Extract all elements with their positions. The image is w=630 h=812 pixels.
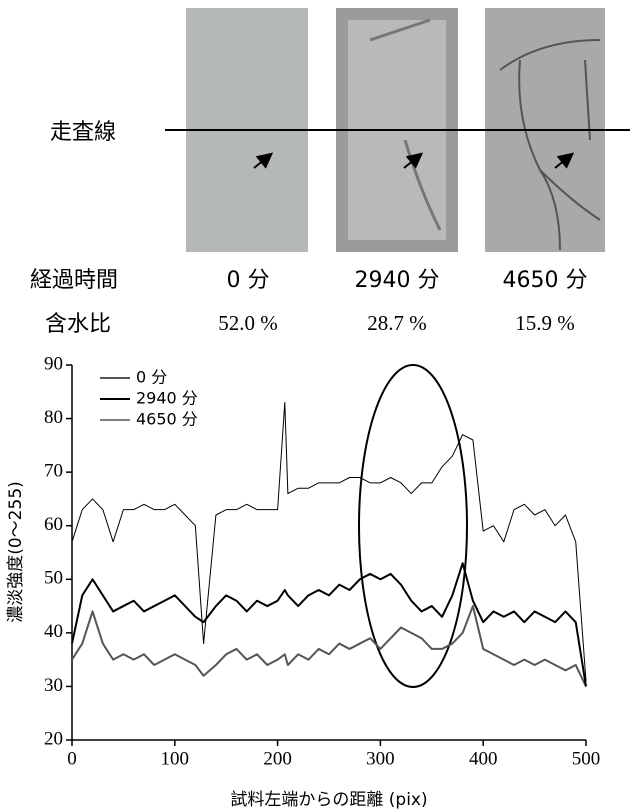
x-tick-label: 400 xyxy=(469,748,498,769)
series-line xyxy=(72,606,586,686)
y-tick-label: 90 xyxy=(44,353,63,374)
y-tick-label: 70 xyxy=(44,461,63,482)
row-value: 0 分 xyxy=(227,268,270,293)
x-tick-label: 200 xyxy=(263,748,292,769)
x-axis-label: 試料左端からの距離 (pix) xyxy=(230,790,427,810)
row-value: 2940 分 xyxy=(355,268,440,293)
highlight-ellipse xyxy=(359,365,467,687)
x-tick-label: 500 xyxy=(572,748,601,769)
series-line xyxy=(72,403,586,682)
legend-label: 0 分 xyxy=(136,368,167,387)
legend-label: 4650 分 xyxy=(136,410,198,429)
x-tick-label: 100 xyxy=(161,748,190,769)
row-label: 経過時間 xyxy=(30,268,118,293)
y-tick-label: 20 xyxy=(44,728,63,749)
x-tick-label: 300 xyxy=(366,748,395,769)
legend-label: 2940 分 xyxy=(136,389,198,408)
y-tick-label: 80 xyxy=(44,407,63,428)
y-tick-label: 40 xyxy=(44,621,63,642)
scan-line-label: 走査線 xyxy=(50,120,116,145)
row-label: 含水比 xyxy=(45,312,111,337)
x-tick-label: 0 xyxy=(67,748,77,769)
y-axis-label: 濃淡強度(0～255) xyxy=(6,481,26,623)
row-value: 52.0 % xyxy=(218,311,278,335)
y-tick-label: 60 xyxy=(44,514,63,535)
y-tick-label: 50 xyxy=(44,568,63,589)
row-value: 28.7 % xyxy=(367,311,427,335)
row-value: 4650 分 xyxy=(503,268,588,293)
figure: 走査線 経過時間 0 分 2940 分 4650 分 含水比 52.0 % 28… xyxy=(0,0,630,812)
y-tick-label: 30 xyxy=(44,675,63,696)
row-value: 15.9 % xyxy=(515,311,575,335)
series-line xyxy=(72,563,586,686)
